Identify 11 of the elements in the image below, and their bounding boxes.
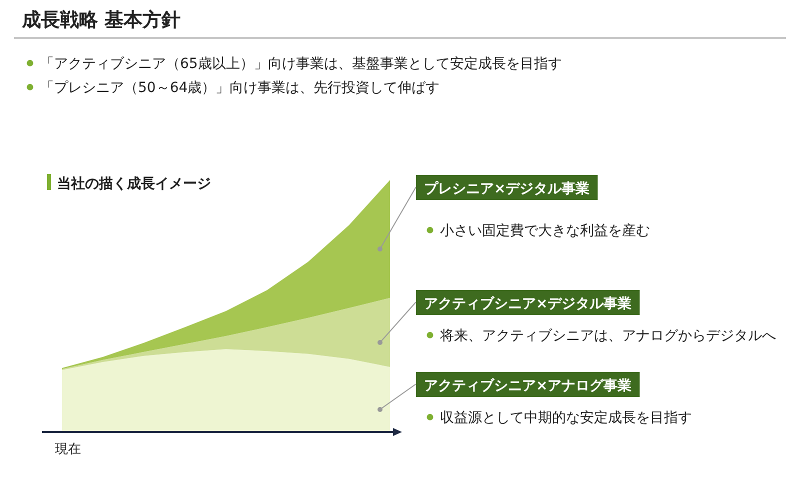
chart-title: 成長戦略 基本方針 xyxy=(21,9,181,31)
annotation: 当社の描く成長イメージ xyxy=(57,176,211,192)
text: アクティブシニア×デジタル事業 xyxy=(424,295,632,312)
text: プレシニア×デジタル事業 xyxy=(424,180,590,197)
text: 収益源として中期的な安定成長を目指す xyxy=(440,410,692,426)
text: 将来、アクティブシニアは、アナログからデジタルへ xyxy=(439,328,776,344)
text: 「プレシニア（50～64歳）」向け事業は、先行投資して伸ばす xyxy=(40,80,440,96)
text: アクティブシニア×アナログ事業 xyxy=(424,377,632,394)
x-axis-title: 現在 xyxy=(55,442,81,457)
chart-subtitle: 「アクティブシニア（65歳以上）」向け事業は、基盤事業として安定成長を目指す xyxy=(40,56,562,72)
text: 小さい固定費で大きな利益を産む xyxy=(440,223,650,239)
